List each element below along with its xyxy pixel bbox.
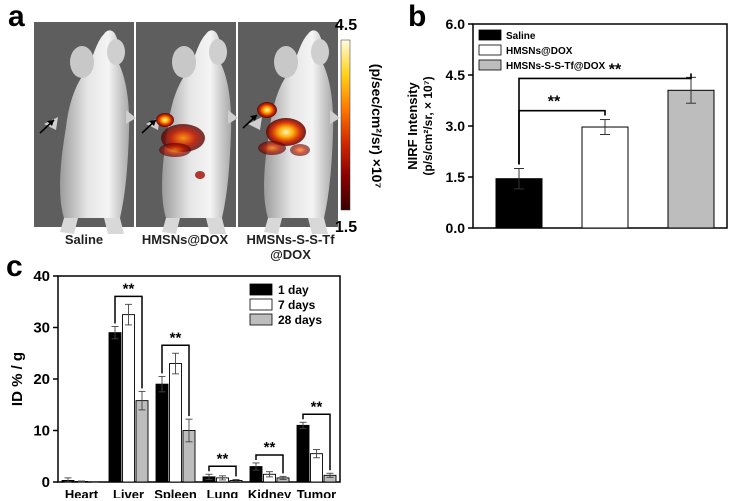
bar-1-day-liver xyxy=(108,332,122,483)
x-tick-label: Kidney xyxy=(248,487,292,498)
legend-label: HMSNs@DOX xyxy=(506,46,573,57)
significance-label: ** xyxy=(170,329,182,346)
legend-swatch xyxy=(478,59,502,71)
colorbar-title: (p/sec/cm²/sr) ×10⁷ xyxy=(369,64,385,189)
significance-bracket xyxy=(518,73,692,165)
label-hmsns-dox: HMSNs@DOX xyxy=(141,232,229,247)
label-dox-suffix: @DOX xyxy=(270,247,311,262)
mouse-image-saline xyxy=(34,22,136,234)
y-tick-label: 1.5 xyxy=(446,169,466,185)
y-axis-label: NIRF Intensity xyxy=(405,82,420,170)
x-tick-label: Heart xyxy=(65,487,99,498)
legend-swatch xyxy=(478,44,502,56)
significance-bracket xyxy=(161,344,190,417)
bar-28-days-liver xyxy=(135,400,149,483)
biodistribution-chart: 0 10 20 30 40 ID % / g Heart Liver Spleen Lung Kid… xyxy=(9,268,341,498)
label-saline: Saline xyxy=(64,232,104,247)
mouse-imaging-panel: 4.5 1.5 (p/sec/cm²/sr) ×10⁷ xyxy=(34,17,385,236)
significance-label: ** xyxy=(217,450,229,467)
significance-label: ** xyxy=(311,398,323,415)
y-tick-label: 3.0 xyxy=(446,118,466,134)
bar-7-days-liver xyxy=(122,314,135,483)
bar-hmsns-s-s-tf-dox xyxy=(667,89,715,229)
legend-label: Saline xyxy=(506,31,536,42)
colorbar xyxy=(340,39,351,211)
panel-letter-c: c xyxy=(6,250,23,283)
x-tick-label: Tumor xyxy=(297,487,336,498)
panel-letter-a: a xyxy=(8,0,25,33)
y-tick-label: 30 xyxy=(33,320,50,337)
y-tick-label: 4.5 xyxy=(446,67,466,83)
bar-1-day-spleen xyxy=(155,383,169,483)
bar-hmsns-dox xyxy=(581,126,629,229)
legend-swatch xyxy=(249,298,273,311)
nirf-intensity-chart: 0.0 1.5 3.0 4.5 6.0 NIRF Intensity (p/s/cm²/sr… xyxy=(405,16,728,236)
x-tick-label: Spleen xyxy=(154,487,197,498)
legend-label: 28 days xyxy=(278,313,322,327)
colorbar-max-label: 4.5 xyxy=(335,17,357,34)
y-axis-label: ID % / g xyxy=(9,352,26,406)
mouse-image-hmsns-dox xyxy=(136,22,238,234)
bar-1-day-tumor xyxy=(296,424,310,483)
legend-label: 1 day xyxy=(278,283,309,297)
legend-label: 7 days xyxy=(278,298,316,312)
y-tick-label: 0 xyxy=(42,474,50,491)
y-tick-label: 40 xyxy=(33,268,50,285)
bar-7-days-spleen xyxy=(169,363,182,483)
legend-swatch xyxy=(478,29,502,41)
panel-letter-b: b xyxy=(408,0,427,33)
significance-label: ** xyxy=(123,280,135,297)
label-hmsns-ss-tf: HMSNs-S-S-Tf xyxy=(246,232,335,247)
y-tick-label: 10 xyxy=(33,423,50,440)
legend-swatch xyxy=(249,313,273,326)
significance-bracket xyxy=(255,454,284,474)
significance-label: ** xyxy=(548,94,561,111)
legend-swatch xyxy=(249,283,273,296)
y-tick-label: 20 xyxy=(33,371,50,388)
significance-bracket xyxy=(114,295,143,389)
x-tick-label: Lung xyxy=(207,487,239,498)
y-axis-label-units: (p/s/cm²/sr, × 10⁷) xyxy=(421,76,435,175)
y-tick-label: 6.0 xyxy=(446,16,466,32)
legend-label: HMSNs-S-S-Tf@DOX xyxy=(506,61,606,72)
x-tick-label: Liver xyxy=(113,487,144,498)
y-tick-label: 0.0 xyxy=(446,220,466,236)
mouse-image-hmsns-ss-tf-dox xyxy=(238,22,340,234)
significance-bracket xyxy=(208,465,237,477)
significance-bracket xyxy=(302,413,331,471)
significance-label: ** xyxy=(264,439,276,456)
significance-label: ** xyxy=(609,61,622,78)
colorbar-min-label: 1.5 xyxy=(335,219,357,236)
